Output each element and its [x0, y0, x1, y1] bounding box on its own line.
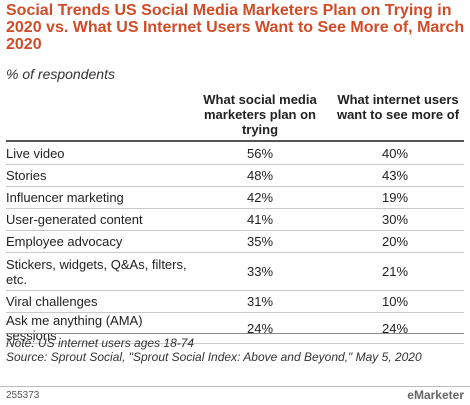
marketers-value: 48%	[194, 164, 326, 187]
chart-id: 255373	[6, 390, 40, 401]
header-divider	[6, 140, 464, 142]
users-value: 20%	[326, 230, 464, 253]
table-row: Influencer marketing 42% 19%	[6, 186, 464, 209]
row-label: Ask me anything (AMA) sessions	[6, 312, 194, 344]
users-value: 43%	[326, 164, 464, 187]
row-label: Live video	[6, 143, 194, 165]
row-label: User-generated content	[6, 208, 194, 231]
data-table: Live video 56% 40% Stories 48% 43% Influ…	[6, 143, 464, 344]
users-value: 10%	[326, 290, 464, 313]
marketers-value: 42%	[194, 186, 326, 209]
marketers-value: 56%	[194, 143, 326, 165]
table-row: Ask me anything (AMA) sessions 24% 24%	[6, 312, 464, 344]
chart-notes: Note: US internet users ages 18-74 Sourc…	[6, 336, 466, 364]
source-text: Source: Sprout Social, "Sprout Social In…	[6, 350, 422, 364]
users-value: 21%	[326, 252, 464, 291]
emarketer-logo: eMarketer	[407, 388, 464, 402]
users-value: 40%	[326, 143, 464, 165]
bottom-divider	[0, 386, 470, 387]
marketers-value: 35%	[194, 230, 326, 253]
table-row: Stories 48% 43%	[6, 164, 464, 187]
table-row: User-generated content 41% 30%	[6, 208, 464, 231]
table-row: Live video 56% 40%	[6, 143, 464, 165]
table-row: Viral challenges 31% 10%	[6, 290, 464, 313]
marketers-value: 41%	[194, 208, 326, 231]
note-text: Note: US internet users ages 18-74	[6, 336, 195, 350]
marketers-value: 31%	[194, 290, 326, 313]
column-header-users: What internet users want to see more of	[336, 92, 460, 122]
marketers-value: 24%	[194, 312, 326, 344]
column-header-marketers: What social media marketers plan on tryi…	[203, 92, 317, 137]
row-label: Influencer marketing	[6, 186, 194, 209]
table-row: Employee advocacy 35% 20%	[6, 230, 464, 253]
chart-title: Social Trends US Social Media Marketers …	[6, 2, 465, 53]
row-label: Stickers, widgets, Q&As, filters, etc.	[6, 252, 194, 291]
row-label: Stories	[6, 164, 194, 187]
users-value: 24%	[326, 312, 464, 344]
footer-divider	[6, 333, 464, 334]
users-value: 19%	[326, 186, 464, 209]
users-value: 30%	[326, 208, 464, 231]
row-label: Viral challenges	[6, 290, 194, 313]
table-row: Stickers, widgets, Q&As, filters, etc. 3…	[6, 252, 464, 291]
row-label: Employee advocacy	[6, 230, 194, 253]
marketers-value: 33%	[194, 252, 326, 291]
chart-subtitle: % of respondents	[6, 66, 115, 82]
